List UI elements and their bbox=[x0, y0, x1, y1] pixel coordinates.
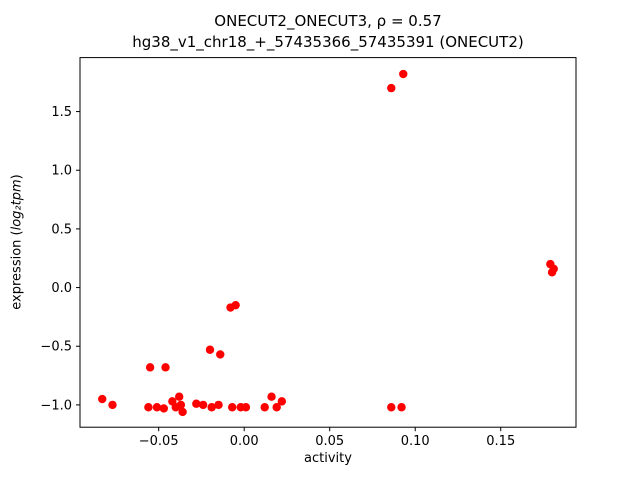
x-tick-label: 0.10 bbox=[401, 434, 430, 449]
data-point bbox=[207, 403, 216, 412]
y-tick-label: 1.5 bbox=[51, 105, 72, 120]
x-tick-label: −0.05 bbox=[139, 434, 179, 449]
y-tick-label: −0.5 bbox=[40, 340, 72, 355]
chart-title-line2: hg38_v1_chr18_+_57435366_57435391 (ONECU… bbox=[132, 33, 524, 51]
data-point bbox=[176, 400, 186, 410]
data-point bbox=[387, 403, 396, 412]
y-tick-label: 0.0 bbox=[51, 281, 72, 296]
chart-title: ONECUT2_ONECUT3, ρ = 0.57 hg38_v1_chr18_… bbox=[80, 11, 576, 53]
data-point bbox=[152, 403, 162, 412]
data-point bbox=[241, 403, 251, 412]
y-axis-label-prefix: expression ( bbox=[9, 230, 25, 310]
data-point bbox=[108, 400, 117, 410]
data-point bbox=[272, 403, 281, 412]
y-axis-label-suffix: ) bbox=[9, 174, 25, 180]
data-point bbox=[144, 403, 153, 412]
y-tick-label: 1.0 bbox=[51, 164, 72, 179]
chart-title-line1: ONECUT2_ONECUT3, ρ = 0.57 bbox=[214, 12, 442, 30]
data-point bbox=[161, 363, 170, 372]
data-point bbox=[231, 300, 240, 310]
x-axis-label: activity bbox=[304, 451, 352, 466]
data-point bbox=[399, 69, 408, 79]
data-point bbox=[397, 403, 406, 412]
data-point bbox=[216, 350, 225, 359]
y-axis-label: expression (log₂tpm) bbox=[10, 174, 25, 309]
data-point bbox=[549, 264, 558, 273]
data-point bbox=[175, 392, 184, 401]
data-point bbox=[228, 403, 237, 412]
data-point bbox=[178, 407, 187, 417]
y-tick-label: −1.0 bbox=[40, 398, 72, 413]
y-tick-label: 0.5 bbox=[51, 222, 72, 237]
y-axis-label-math: log₂tpm bbox=[9, 179, 25, 231]
data-point bbox=[267, 392, 276, 401]
data-point bbox=[192, 399, 201, 408]
data-point bbox=[205, 345, 215, 354]
data-point bbox=[214, 400, 223, 410]
data-point bbox=[98, 394, 107, 404]
data-point bbox=[277, 397, 287, 406]
x-tick-label: 0.05 bbox=[315, 434, 344, 449]
x-tick-label: 0.00 bbox=[230, 434, 259, 449]
data-point bbox=[260, 403, 269, 412]
data-point bbox=[145, 363, 155, 372]
axes-border bbox=[79, 57, 577, 428]
data-point bbox=[387, 83, 396, 93]
data-point bbox=[198, 400, 208, 410]
x-tick-label: 0.15 bbox=[486, 434, 515, 449]
data-point bbox=[159, 404, 169, 413]
